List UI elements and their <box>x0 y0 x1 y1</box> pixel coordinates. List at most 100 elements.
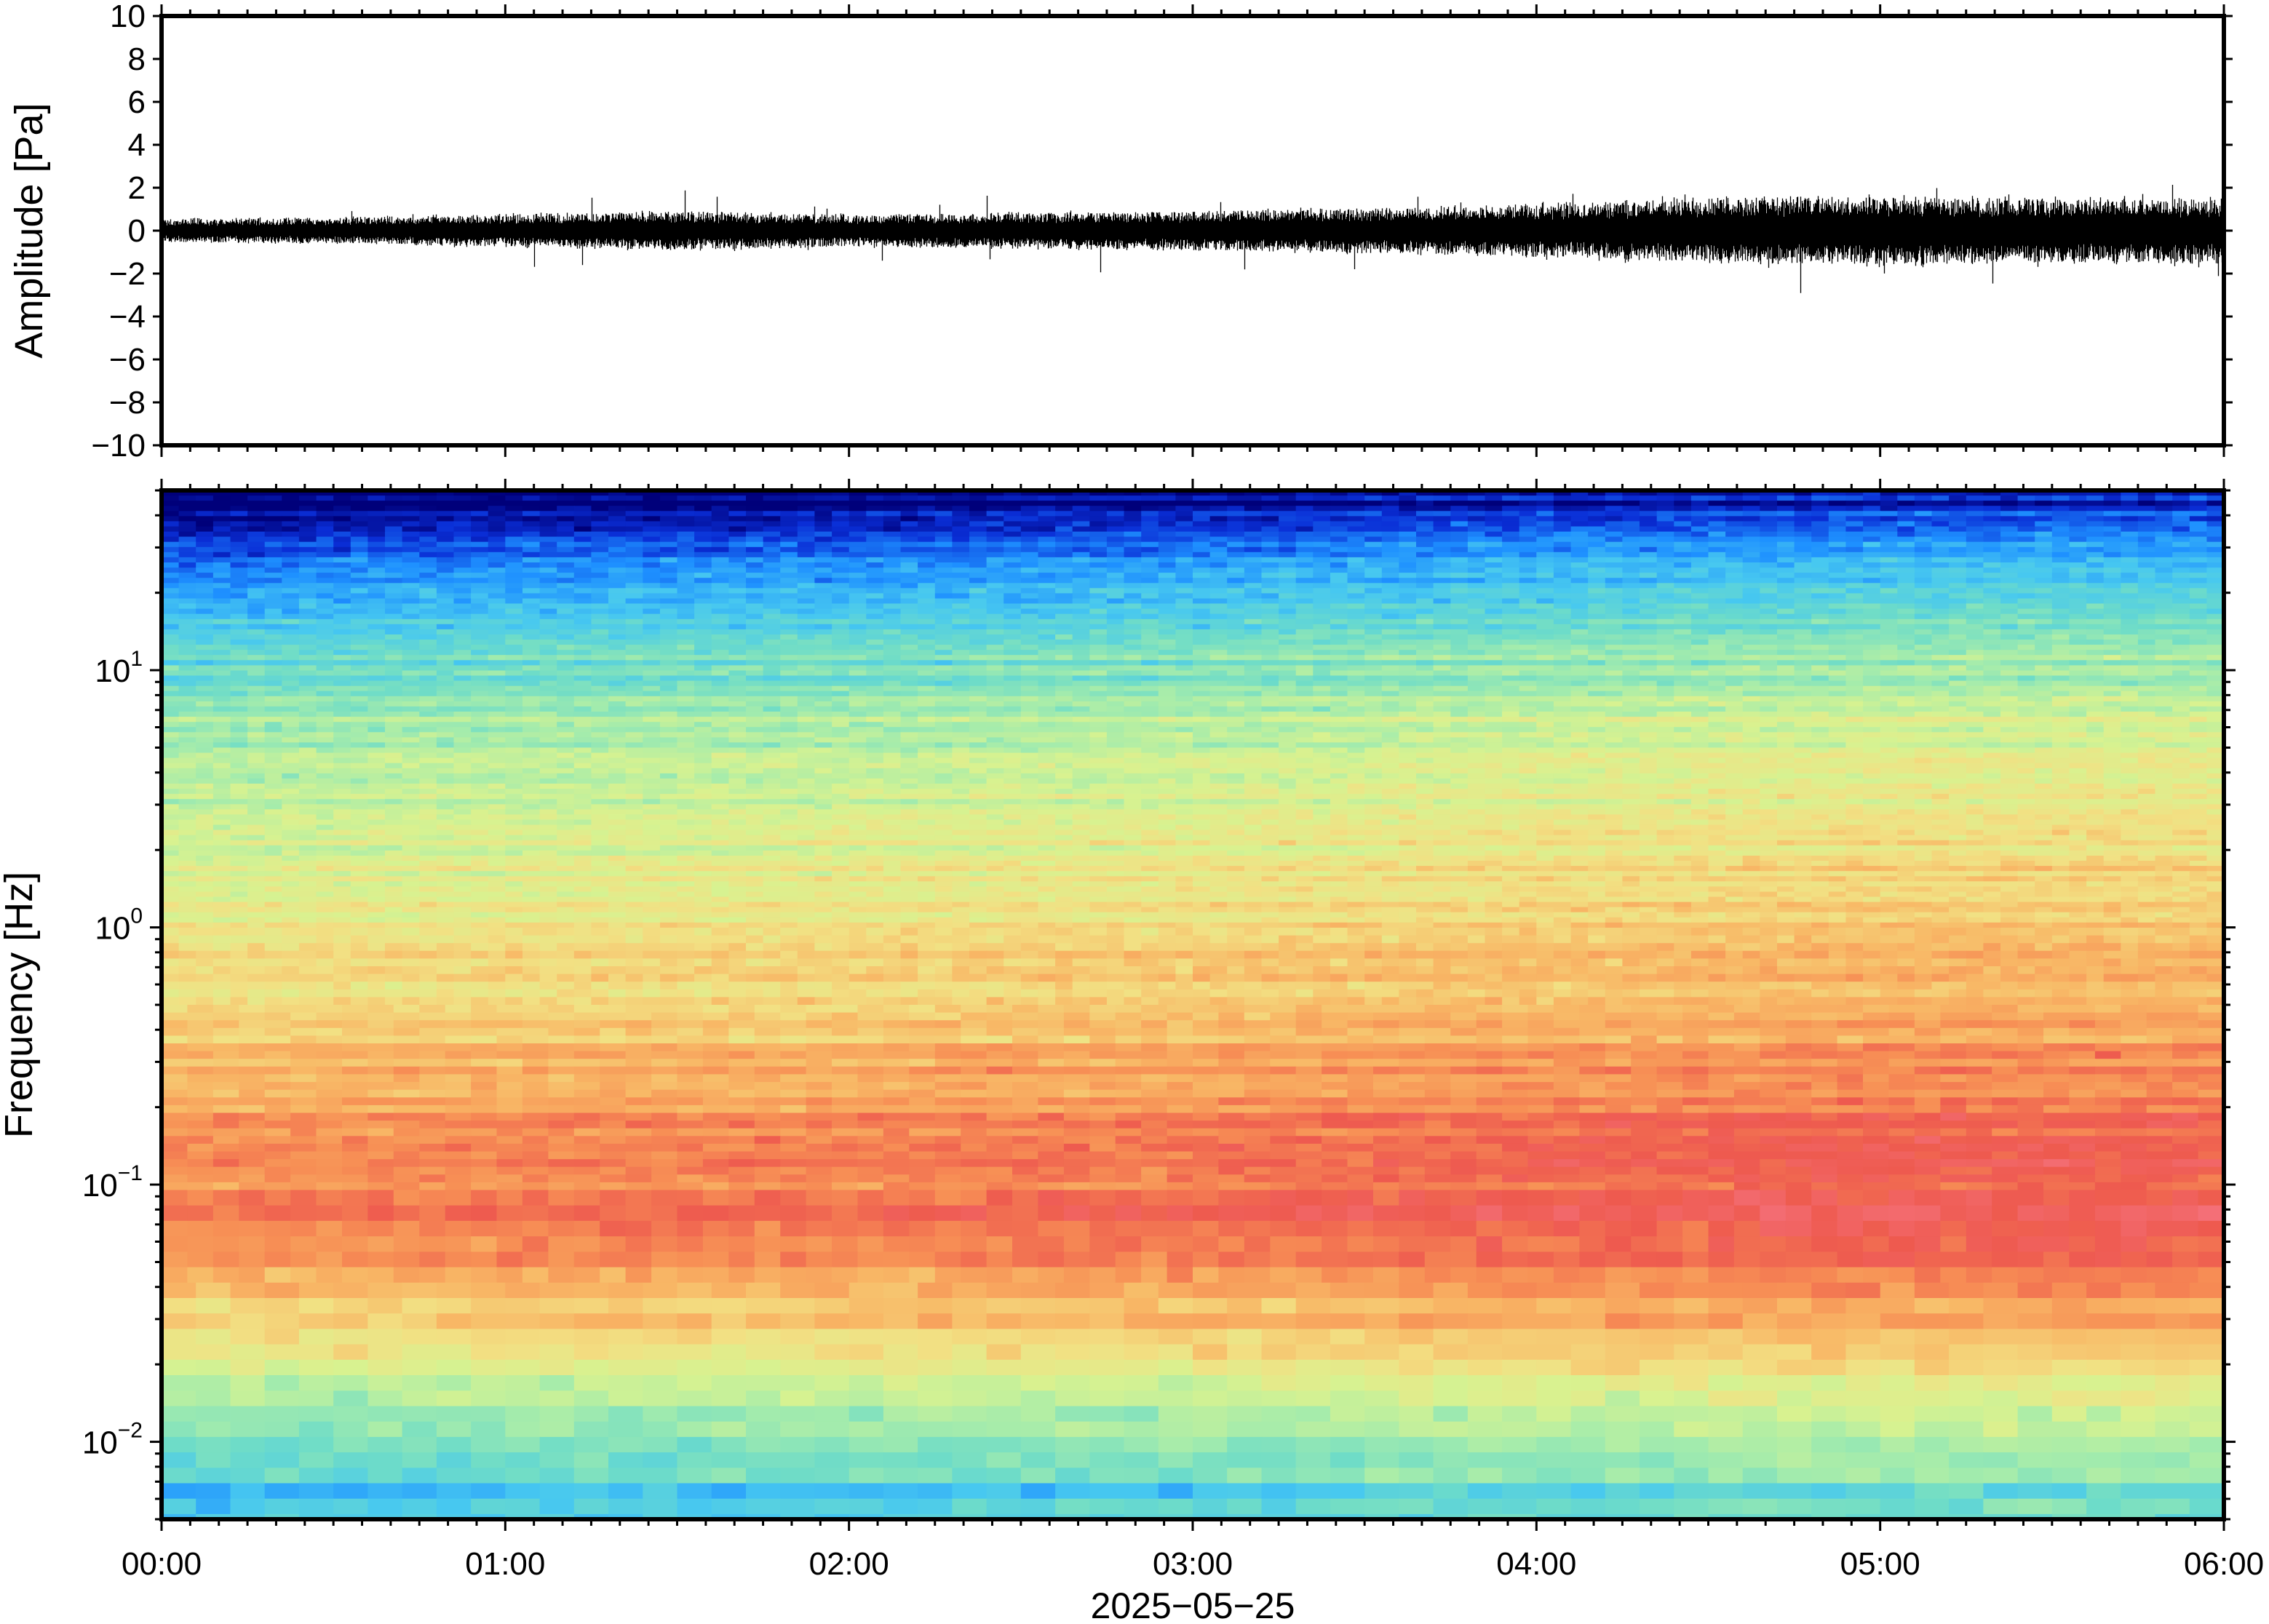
spectrogram-cell <box>1295 655 1314 661</box>
spectrogram-cell <box>625 598 643 605</box>
spectrogram-cell <box>367 578 386 584</box>
spectrogram-cell <box>797 593 816 600</box>
spectrogram-cell <box>522 516 541 522</box>
spectrogram-cell <box>643 506 661 512</box>
spectrogram-cell <box>282 526 300 533</box>
spectrogram-cell <box>1055 568 1073 573</box>
spectrogram-cell <box>1175 526 1193 533</box>
spectrogram-cell <box>1175 665 1193 672</box>
spectrogram-cell <box>2017 588 2035 594</box>
spectrogram-cell <box>1553 511 1572 517</box>
spectrogram-cell <box>2172 588 2190 594</box>
spectrogram-cell <box>969 598 988 605</box>
spectrogram-cell <box>1897 552 1915 558</box>
spectrogram-cell <box>1725 536 1744 543</box>
spectrogram-cell <box>608 506 627 512</box>
spectrogram-cell <box>1536 655 1554 661</box>
spectrogram-cell <box>1760 501 1778 506</box>
spectrogram-cell <box>1656 593 1675 600</box>
spectrogram-cell <box>1279 588 1297 594</box>
spectrogram-cell <box>1931 634 1950 640</box>
spectrogram-cell <box>1536 583 1554 589</box>
spectrogram-cell <box>316 690 334 697</box>
spectrogram-cell <box>1553 680 1572 687</box>
spectrogram-cell <box>573 598 592 605</box>
spectrogram-cell <box>1983 588 2001 594</box>
spectrogram-cell <box>849 578 867 584</box>
spectrogram-cell <box>2155 546 2173 553</box>
spectrogram-cell <box>264 618 283 625</box>
spectrogram-cell <box>522 640 541 645</box>
spectrogram-cell <box>1381 685 1400 692</box>
spectrogram-cell <box>1158 598 1177 605</box>
spectrogram-cell <box>866 526 884 533</box>
spectrogram-cell <box>1141 660 1159 666</box>
spectrogram-cell <box>1570 541 1589 548</box>
spectrogram-cell <box>230 536 248 543</box>
spectrogram-cell <box>832 490 850 496</box>
spectrogram-cell <box>608 608 627 615</box>
spectrogram-cell <box>711 629 730 635</box>
spectrogram-cell <box>2121 593 2139 600</box>
spectrogram-cell <box>1640 640 1658 645</box>
spectrogram-cell <box>1708 557 1726 563</box>
spectrogram-cell <box>1845 670 1864 677</box>
spectrogram-cell <box>1570 660 1589 666</box>
spectrogram-cell <box>1175 573 1193 578</box>
spectrogram-cell <box>1450 618 1469 625</box>
spectrogram-cell <box>350 536 369 543</box>
spectrogram-cell <box>1708 680 1726 687</box>
spectrogram-cell <box>1983 665 2001 672</box>
spectrogram-cell <box>1519 629 1538 635</box>
spectrogram-cell <box>1124 588 1142 594</box>
spectrogram-cell <box>1330 685 1348 692</box>
spectrogram-cell <box>1450 593 1469 600</box>
spectrogram-cell <box>763 526 781 533</box>
spectrogram-cell <box>2017 608 2035 615</box>
spectrogram-cell <box>1656 670 1675 677</box>
spectrogram-cell <box>849 675 867 682</box>
spectrogram-cell <box>1828 583 1847 589</box>
spectrogram-cell <box>385 593 403 600</box>
spectrogram-cell <box>625 578 643 584</box>
spectrogram-cell <box>1416 541 1434 548</box>
spectrogram-cell <box>505 650 523 656</box>
spectrogram-cell <box>659 516 678 522</box>
spectrogram-cell <box>677 583 695 589</box>
spectrogram-cell <box>1124 506 1142 512</box>
spectrogram-cell <box>1640 578 1658 584</box>
spectrogram-cell <box>1347 541 1365 548</box>
spectrogram-cell <box>162 578 180 584</box>
spectrogram-cell <box>1072 588 1091 594</box>
spectrogram-cell <box>883 598 902 605</box>
spectrogram-cell <box>436 593 455 600</box>
spectrogram-cell <box>1622 640 1640 645</box>
spectrogram-cell <box>1640 675 1658 682</box>
spectrogram-cell <box>1020 557 1039 563</box>
spectrogram-cell <box>1381 557 1400 563</box>
spectrogram-cell <box>659 501 678 506</box>
spectrogram-cell <box>1553 645 1572 650</box>
spectrogram-cell <box>247 696 266 702</box>
spectrogram-cell <box>1553 578 1572 584</box>
spectrogram-cell <box>1742 660 1761 666</box>
spectrogram-cell <box>1914 552 1933 558</box>
spectrogram-cell <box>1502 613 1520 620</box>
spectrogram-cell <box>1209 506 1228 512</box>
spectrogram-cell <box>1811 598 1829 605</box>
spectrogram-cell <box>1433 583 1451 589</box>
spectrogram-cell <box>591 490 609 496</box>
spectrogram-cell <box>866 531 884 538</box>
spectrogram-cell <box>608 650 627 656</box>
spectrogram-cell <box>1072 629 1091 635</box>
spectrogram-cell <box>918 690 936 697</box>
spectrogram-cell <box>316 685 334 692</box>
spectrogram-cell <box>728 608 747 615</box>
spectrogram-cell <box>1863 629 1881 635</box>
spectrogram-cell <box>1777 608 1795 615</box>
spectrogram-cell <box>1674 608 1692 615</box>
spectrogram-cell <box>1588 645 1606 650</box>
spectrogram-cell <box>2103 583 2122 589</box>
spectrogram-cell <box>522 546 541 553</box>
spectrogram-cell <box>1416 680 1434 687</box>
